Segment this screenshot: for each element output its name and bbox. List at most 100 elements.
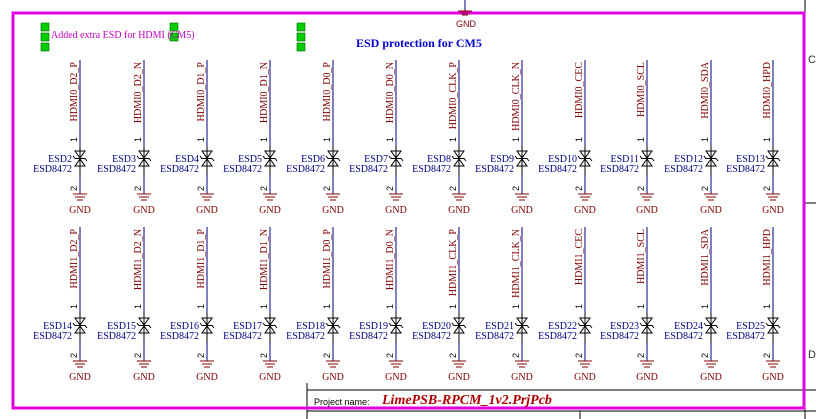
pin-1-label: 1 xyxy=(259,137,269,142)
sheet-frame xyxy=(11,11,806,410)
tvs-diode-icon xyxy=(138,150,150,159)
net-label: HDMI1_CLK_N xyxy=(511,229,522,298)
tvs-diode-icon xyxy=(327,317,339,326)
gnd-label: GND xyxy=(574,205,596,216)
tvs-diode-icon xyxy=(138,317,150,326)
top-gnd-symbol xyxy=(458,0,472,16)
pin-1-label: 1 xyxy=(636,304,646,309)
tvs-diode-icon xyxy=(74,150,86,159)
note-marker-3 xyxy=(40,42,50,52)
part-value-label: ESD8472 xyxy=(223,331,262,342)
gnd-label: GND xyxy=(448,372,470,383)
part-value-label: ESD8472 xyxy=(97,331,136,342)
gnd-label: GND xyxy=(574,372,596,383)
project-name-value: LimePSB-RPCM_1v2.PrjPcb xyxy=(382,393,552,408)
designator-label: ESD20 xyxy=(422,321,451,332)
pin-1-label: 1 xyxy=(385,304,395,309)
net-label: HDMI0_D0_N xyxy=(385,62,396,123)
note-marker-2 xyxy=(40,32,50,42)
part-value-label: ESD8472 xyxy=(349,331,388,342)
net-label: HDMI0_D0_P xyxy=(322,62,333,122)
pin-2-label: 2 xyxy=(196,353,206,358)
tvs-diode-icon xyxy=(264,317,276,326)
note-marker-6 xyxy=(296,22,306,32)
part-value-label: ESD8472 xyxy=(160,331,199,342)
part-value-label: ESD8472 xyxy=(726,164,765,175)
gnd-label: GND xyxy=(259,205,281,216)
pin-1-label: 1 xyxy=(322,137,332,142)
gnd-label: GND xyxy=(385,372,407,383)
note-marker-4 xyxy=(169,22,179,32)
designator-label: ESD3 xyxy=(112,154,136,165)
net-label: HDMI1_D0_P xyxy=(322,229,333,289)
tvs-diode-icon xyxy=(390,317,402,326)
net-label: HDMI1_D1_P xyxy=(196,229,207,289)
part-value-label: ESD8472 xyxy=(475,164,514,175)
pin-1-label: 1 xyxy=(448,304,458,309)
gnd-label: GND xyxy=(69,205,91,216)
designator-label: ESD25 xyxy=(736,321,765,332)
gnd-label: GND xyxy=(700,372,722,383)
part-value-label: ESD8472 xyxy=(33,331,72,342)
gnd-label: GND xyxy=(133,205,155,216)
tvs-diode-icon xyxy=(453,317,465,326)
tvs-diode-icon xyxy=(201,150,213,159)
designator-label: ESD17 xyxy=(233,321,262,332)
net-label: HDMI1_D2_P xyxy=(69,229,80,289)
pin-1-label: 1 xyxy=(133,137,143,142)
gnd-label: GND xyxy=(636,205,658,216)
tvs-diode-icon xyxy=(390,150,402,159)
tvs-diode-icon xyxy=(641,317,653,326)
part-value-label: ESD8472 xyxy=(286,331,325,342)
pin-2-label: 2 xyxy=(133,186,143,191)
tvs-diode-icon xyxy=(516,150,528,159)
gnd-label: GND xyxy=(133,372,155,383)
net-label: HDMI0_CLK_N xyxy=(511,62,522,131)
pin-2-label: 2 xyxy=(636,353,646,358)
esd-diode-array: HDMI0_D2_P1ESD2ESD84722GNDHDMI0_D2_N1ESD… xyxy=(33,60,784,383)
pin-1-label: 1 xyxy=(574,137,584,142)
designator-label: ESD18 xyxy=(296,321,325,332)
pin-2-label: 2 xyxy=(196,186,206,191)
pin-2-label: 2 xyxy=(69,353,79,358)
pin-1-label: 1 xyxy=(511,304,521,309)
note-marker-8 xyxy=(296,42,306,52)
zone-label-c: C xyxy=(808,54,816,66)
designator-label: ESD14 xyxy=(43,321,72,332)
designator-label: ESD10 xyxy=(548,154,577,165)
pin-1-label: 1 xyxy=(385,137,395,142)
zone-label-d: D xyxy=(808,349,816,361)
pin-1-label: 1 xyxy=(133,304,143,309)
net-label: HDMI0_HPD xyxy=(762,62,773,119)
net-label: HDMI1_SDA xyxy=(700,228,711,285)
pin-1-label: 1 xyxy=(448,137,458,142)
tvs-diode-icon xyxy=(579,150,591,159)
annotation-note: Added extra ESD for HDMI (CM5) xyxy=(51,30,195,41)
tvs-diode-icon xyxy=(641,150,653,159)
designator-label: ESD6 xyxy=(301,154,325,165)
part-value-label: ESD8472 xyxy=(538,331,577,342)
project-name-label: Project name: xyxy=(314,397,370,407)
pin-2-label: 2 xyxy=(700,353,710,358)
designator-label: ESD12 xyxy=(674,154,703,165)
part-value-label: ESD8472 xyxy=(349,164,388,175)
designator-label: ESD21 xyxy=(485,321,514,332)
gnd-label: GND xyxy=(196,205,218,216)
designator-label: ESD2 xyxy=(48,154,72,165)
part-value-label: ESD8472 xyxy=(664,331,703,342)
net-label: HDMI1_HPD xyxy=(762,229,773,286)
